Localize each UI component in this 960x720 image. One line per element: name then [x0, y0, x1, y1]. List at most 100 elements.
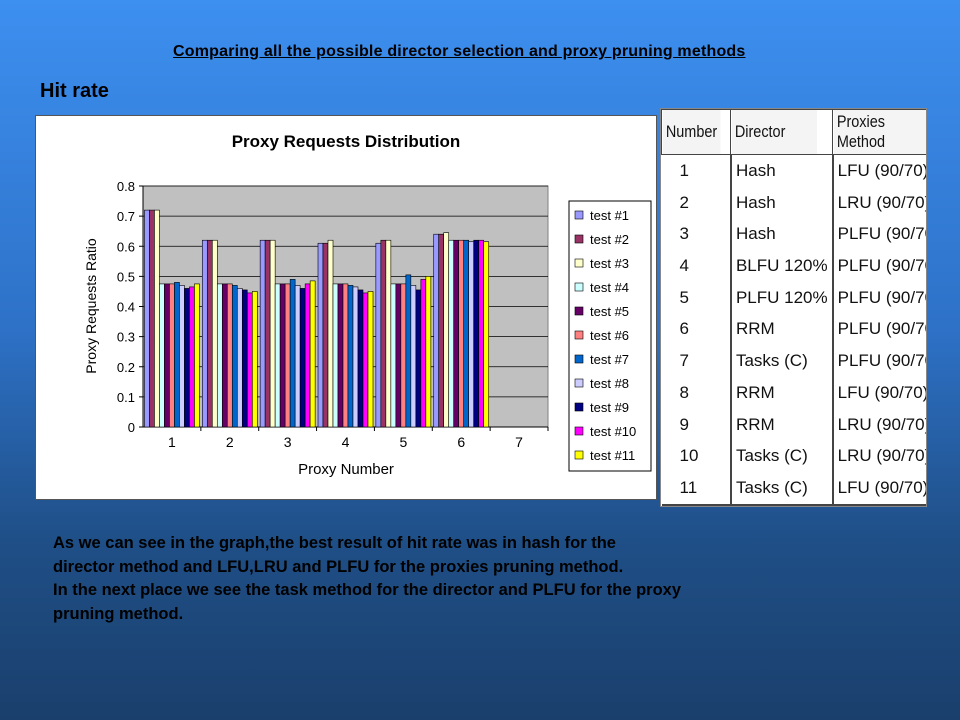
bar — [433, 233, 440, 428]
bar — [259, 239, 266, 428]
header-number: Number — [661, 109, 721, 155]
bar — [390, 283, 397, 428]
cell-director: PLFU 120% — [729, 281, 833, 314]
chart-svg: 0 0.1 0.2 0.3 0.4 0.5 0.6 0.7 0.8 1 2 3 4 5 6 7 Proxy Re… — [83, 132, 652, 478]
bar — [304, 283, 311, 428]
table-row: 7 Tasks (C)PLFU (90/70) — [662, 345, 926, 377]
legend-swatch — [574, 210, 584, 220]
x-tick-label: 1 — [168, 434, 176, 450]
x-tick-label: 7 — [515, 434, 523, 450]
cell-number: 8 — [679, 382, 689, 402]
y-tick-label: 0 — [128, 420, 135, 435]
legend-swatch — [574, 450, 584, 460]
bar — [400, 283, 407, 428]
bar — [274, 283, 281, 428]
y-tick-label: 0.4 — [117, 300, 135, 315]
bar — [463, 239, 470, 428]
legend-label: test #5 — [590, 304, 629, 319]
bar — [221, 283, 228, 428]
y-tick-label: 0.6 — [117, 239, 135, 254]
cell-director: Tasks (C) — [729, 440, 833, 473]
cell-number: 11 — [661, 472, 731, 506]
bar — [443, 232, 450, 428]
bar — [241, 289, 248, 428]
cell-director: RRM — [729, 408, 833, 441]
legend-swatch — [574, 306, 584, 316]
cell-director: RRM — [729, 376, 833, 409]
bar — [375, 242, 382, 428]
x-tick-label: 3 — [284, 434, 292, 450]
bar — [478, 239, 485, 428]
bar — [357, 289, 364, 428]
legend-label: test #8 — [590, 376, 629, 391]
bar — [380, 239, 387, 428]
bar — [216, 283, 223, 428]
bar — [415, 289, 422, 428]
bar — [189, 286, 195, 428]
methods-table-panel: Number Director Proxies Method 1 Hash LFU … — [660, 108, 927, 507]
y-tick-label: 0.2 — [117, 360, 135, 375]
bar — [236, 288, 243, 428]
y-tick-label: 0.8 — [117, 179, 135, 194]
bar-chart: 0 0.1 0.2 0.3 0.4 0.5 0.6 0.7 0.8 1 2 3 4 5 6 7 Proxy Re… — [35, 115, 657, 500]
bar — [174, 282, 180, 428]
bar — [448, 239, 455, 428]
cell-director: Hash — [729, 186, 833, 219]
y-tick-label: 0.3 — [117, 330, 135, 345]
methods-table: Number Director Proxies Method 1 Hash LFU … — [661, 109, 926, 506]
header-director: Director — [730, 109, 818, 155]
legend-swatch — [574, 426, 584, 436]
bar — [410, 285, 417, 428]
bar — [438, 233, 445, 428]
cell-proxies-method: PLFU (90/70) — [831, 218, 926, 251]
legend-swatch — [574, 354, 584, 364]
cell-proxies-method: PLFU (90/70) — [831, 345, 926, 377]
bar — [284, 283, 291, 428]
cell-proxies-method: PLFU (90/70) — [831, 281, 926, 314]
bar — [458, 239, 465, 428]
bar — [309, 280, 316, 428]
bar — [420, 279, 427, 428]
cell-director: Hash — [729, 218, 833, 251]
bar — [342, 283, 349, 428]
legend-label: test #9 — [590, 400, 629, 415]
body-text-line: In the next place we see the task method… — [53, 581, 682, 599]
cell-proxies-method: LFU (90/70) — [831, 376, 926, 409]
cell-number: 3 — [679, 224, 689, 244]
bar — [347, 285, 354, 428]
bar — [294, 285, 301, 428]
cell-number: 9 — [679, 414, 689, 434]
bar — [473, 239, 480, 428]
bar — [327, 239, 334, 428]
bar — [246, 292, 253, 428]
table-row: 9 RRM LRU (90/70) — [662, 408, 926, 441]
cell-director: RRM — [729, 313, 833, 346]
chart-title: Proxy Requests Distribution — [232, 132, 461, 151]
cell-number: 7 — [679, 351, 689, 371]
cell-number: 2 — [679, 192, 689, 212]
cell-number: 4 — [679, 256, 689, 276]
y-axis-label: Proxy Requests Ratio — [83, 238, 99, 374]
legend-swatch — [574, 378, 584, 388]
bar — [179, 285, 185, 428]
bar — [169, 283, 175, 428]
bar — [149, 209, 155, 428]
legend-swatch — [574, 282, 584, 292]
cell-proxies-method: PLFU (90/70) — [831, 313, 926, 346]
bar — [231, 285, 238, 428]
bar — [251, 291, 258, 428]
body-text-line: As we can see in the graph,the best resu… — [53, 534, 616, 552]
legend-swatch — [574, 234, 584, 244]
cell-director: Tasks (C) — [729, 345, 833, 377]
bar — [194, 283, 200, 428]
cell-proxies-method: LRU (90/70) — [831, 408, 926, 441]
header-proxies-method: Proxies Method — [832, 109, 926, 155]
bar — [144, 209, 150, 428]
legend-label: test #10 — [590, 424, 636, 439]
bar — [269, 239, 276, 428]
y-tick-label: 0.5 — [117, 269, 135, 284]
cell-director: Tasks (C) — [729, 472, 833, 506]
legend-label: test #7 — [590, 352, 629, 367]
bar — [226, 283, 233, 428]
bar — [332, 283, 339, 428]
